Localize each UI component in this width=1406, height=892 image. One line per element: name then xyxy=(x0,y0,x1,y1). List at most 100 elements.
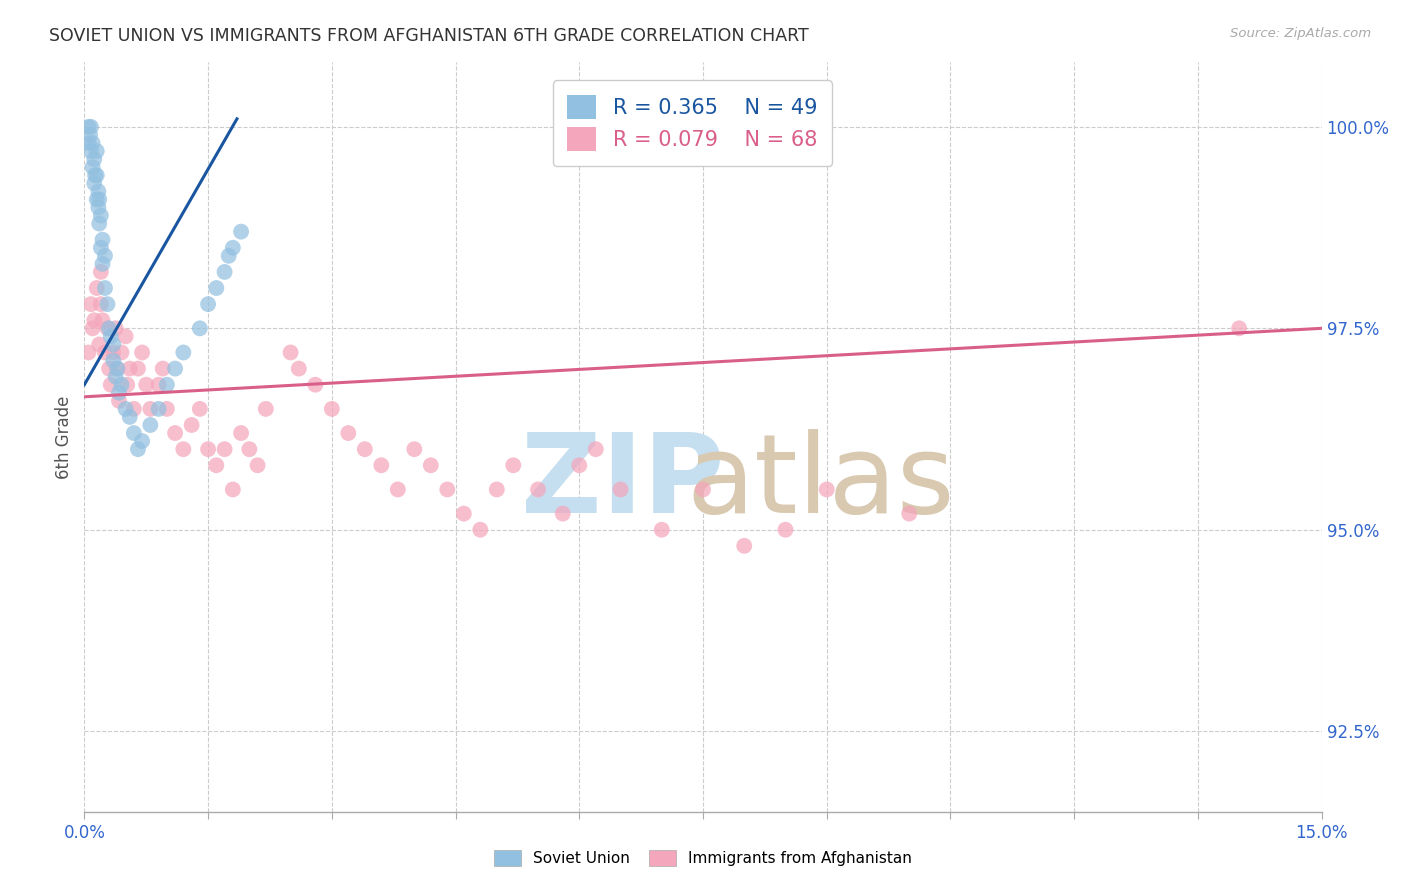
Point xyxy=(404,442,426,457)
Point xyxy=(156,401,179,416)
Point xyxy=(131,434,153,449)
Point xyxy=(205,281,228,295)
Point xyxy=(122,401,145,416)
Legend: Soviet Union, Immigrants from Afghanistan: Soviet Union, Immigrants from Afghanista… xyxy=(486,842,920,873)
Point xyxy=(89,193,111,207)
Point xyxy=(470,523,492,537)
Point xyxy=(110,377,132,392)
Point xyxy=(585,442,607,457)
Point xyxy=(214,265,236,279)
Point xyxy=(118,409,141,424)
Point xyxy=(135,377,157,392)
Point xyxy=(86,144,108,158)
Point xyxy=(105,361,128,376)
Point xyxy=(1227,321,1250,335)
Point xyxy=(110,345,132,359)
Point xyxy=(214,442,236,457)
Point xyxy=(86,168,108,182)
Point xyxy=(82,160,104,174)
Point xyxy=(89,337,111,351)
Point xyxy=(436,483,458,497)
Point xyxy=(98,361,121,376)
Point xyxy=(238,442,260,457)
Point xyxy=(108,385,131,400)
Point xyxy=(527,483,550,497)
Point xyxy=(254,401,277,416)
Point xyxy=(86,281,108,295)
Point xyxy=(100,377,122,392)
Point xyxy=(117,377,139,392)
Point xyxy=(288,361,311,376)
Point xyxy=(118,361,141,376)
Point xyxy=(139,417,162,432)
Point xyxy=(122,425,145,440)
Point xyxy=(609,483,631,497)
Point xyxy=(87,185,110,199)
Point xyxy=(304,377,326,392)
Point xyxy=(733,539,755,553)
Point xyxy=(485,483,508,497)
Point xyxy=(83,176,105,190)
Point xyxy=(80,144,103,158)
Point xyxy=(502,458,524,473)
Point xyxy=(94,249,117,263)
Point xyxy=(387,483,409,497)
Point xyxy=(218,249,240,263)
Point xyxy=(96,297,118,311)
Point xyxy=(139,401,162,416)
Point xyxy=(79,128,101,142)
Text: Source: ZipAtlas.com: Source: ZipAtlas.com xyxy=(1230,27,1371,40)
Point xyxy=(172,442,194,457)
Text: SOVIET UNION VS IMMIGRANTS FROM AFGHANISTAN 6TH GRADE CORRELATION CHART: SOVIET UNION VS IMMIGRANTS FROM AFGHANIS… xyxy=(49,27,808,45)
Point xyxy=(419,458,441,473)
Text: atlas: atlas xyxy=(686,428,955,535)
Point xyxy=(90,209,112,223)
Point xyxy=(103,345,125,359)
Point xyxy=(87,201,110,215)
Point xyxy=(370,458,392,473)
Point xyxy=(82,136,104,150)
Point xyxy=(353,442,375,457)
Point xyxy=(815,483,838,497)
Point xyxy=(80,120,103,134)
Point xyxy=(100,329,122,343)
Point xyxy=(96,321,118,335)
Point xyxy=(108,393,131,408)
Point xyxy=(91,257,114,271)
Point xyxy=(156,377,179,392)
Point xyxy=(222,241,245,255)
Point xyxy=(90,265,112,279)
Point xyxy=(104,369,127,384)
Point xyxy=(83,313,105,327)
Point xyxy=(165,361,187,376)
Point xyxy=(94,281,117,295)
Point xyxy=(104,321,127,335)
Point xyxy=(188,401,211,416)
Point xyxy=(98,321,121,335)
Point xyxy=(77,345,100,359)
Point xyxy=(551,507,574,521)
Legend: R = 0.365    N = 49, R = 0.079    N = 68: R = 0.365 N = 49, R = 0.079 N = 68 xyxy=(553,80,832,166)
Point xyxy=(148,401,170,416)
Point xyxy=(90,297,112,311)
Point xyxy=(165,425,187,440)
Point xyxy=(775,523,797,537)
Point xyxy=(131,345,153,359)
Point xyxy=(82,321,104,335)
Point xyxy=(188,321,211,335)
Point xyxy=(90,241,112,255)
Point xyxy=(229,425,252,440)
Point xyxy=(180,417,202,432)
Point xyxy=(321,401,343,416)
Point xyxy=(205,458,228,473)
Point xyxy=(246,458,269,473)
Point xyxy=(222,483,245,497)
Point xyxy=(77,120,100,134)
Point xyxy=(148,377,170,392)
Point xyxy=(280,345,302,359)
Point xyxy=(453,507,475,521)
Point xyxy=(127,442,149,457)
Y-axis label: 6th Grade: 6th Grade xyxy=(55,395,73,479)
Point xyxy=(568,458,591,473)
Point xyxy=(103,353,125,368)
